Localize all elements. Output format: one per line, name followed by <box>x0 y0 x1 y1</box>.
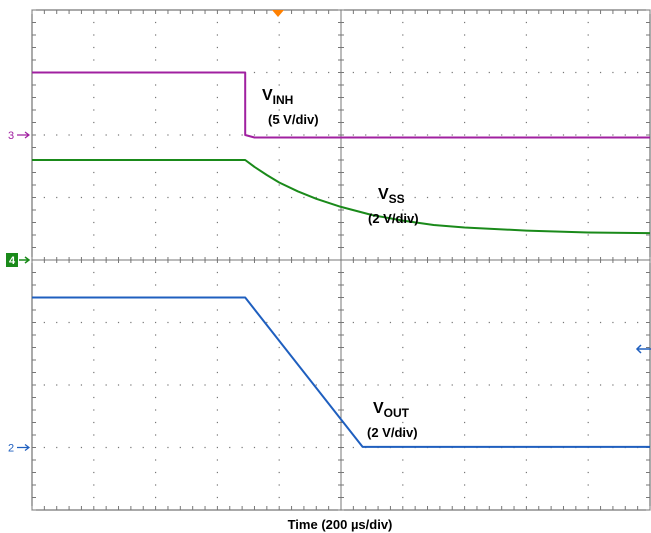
vinh-label: VINH <box>262 87 293 107</box>
ch3-marker-arrow <box>17 131 30 139</box>
trace-ch4 <box>32 159 651 235</box>
vinh-name: V <box>262 87 273 104</box>
vout-label: VOUT <box>373 400 410 420</box>
vss-label: VSS <box>378 186 405 206</box>
vss-sub: SS <box>389 192 405 206</box>
ch4-marker-label: 4 <box>9 255 16 267</box>
ch2-marker-arrow <box>17 444 30 451</box>
ch4-marker-box <box>6 253 18 267</box>
vss-scale: (2 V/div) <box>368 211 419 226</box>
graticule <box>31 9 651 511</box>
trace-ch2 <box>32 296 650 448</box>
trace-layer <box>32 71 651 448</box>
offset-arrow-icon <box>635 344 651 354</box>
vout-name: V <box>373 400 384 417</box>
ch4-marker-arrow <box>19 256 31 264</box>
vinh-sub: INH <box>273 93 294 107</box>
vout-sub: OUT <box>384 406 410 420</box>
ch2-marker-label: 2 <box>8 443 14 455</box>
x-axis-label: Time (200 µs/div) <box>288 517 393 532</box>
trigger-marker <box>272 10 284 17</box>
trace-ch3 <box>32 71 650 139</box>
vout-scale: (2 V/div) <box>367 425 418 440</box>
vinh-scale: (5 V/div) <box>268 112 319 127</box>
vss-name: V <box>378 186 389 203</box>
channel-markers: 3 4 2 <box>6 130 31 455</box>
ch3-marker-label: 3 <box>8 130 14 142</box>
